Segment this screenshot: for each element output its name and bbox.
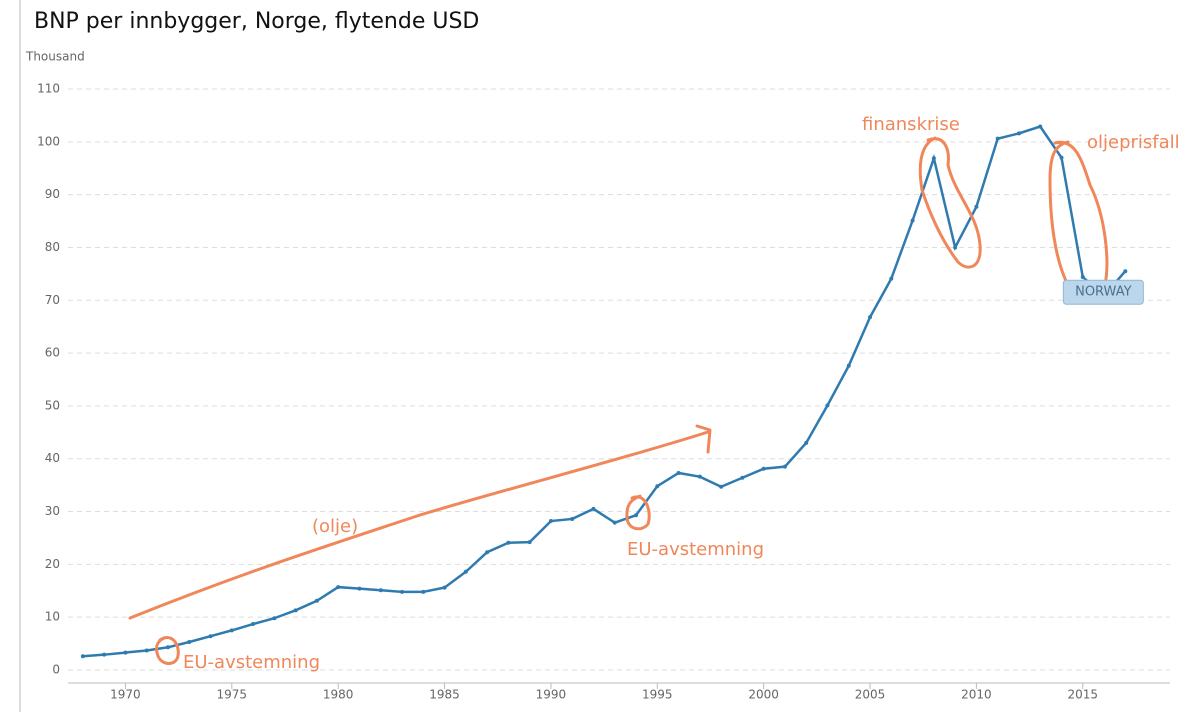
point xyxy=(825,403,830,408)
point xyxy=(357,586,362,591)
point xyxy=(761,466,766,471)
y-tick-label: 90 xyxy=(45,187,60,201)
annotation: (olje) xyxy=(312,516,358,537)
line xyxy=(82,125,1127,658)
point xyxy=(421,589,426,594)
point xyxy=(697,474,702,479)
point xyxy=(846,363,851,368)
x-tick-label: 1985 xyxy=(429,688,460,702)
point xyxy=(868,315,873,320)
x-tick-label: 2010 xyxy=(961,688,992,702)
y-tick-label: 40 xyxy=(45,451,60,465)
x-tick-label: 2000 xyxy=(748,688,779,702)
y-tick-label: 80 xyxy=(45,240,60,254)
point xyxy=(676,470,681,475)
annotation: EU-avstemning xyxy=(627,539,764,560)
point xyxy=(506,540,511,545)
point xyxy=(931,156,936,161)
point xyxy=(719,484,724,489)
y-tick-label: 70 xyxy=(45,293,60,307)
circle xyxy=(154,636,180,665)
point xyxy=(570,516,575,521)
point xyxy=(144,648,149,653)
point xyxy=(1059,155,1064,160)
x-tick-label: 1970 xyxy=(110,688,141,702)
point xyxy=(463,569,468,574)
point xyxy=(314,598,319,603)
point xyxy=(336,585,341,590)
circle xyxy=(625,494,651,531)
y-unit: Thousand xyxy=(25,50,85,64)
point xyxy=(80,654,85,659)
point xyxy=(612,520,617,525)
point xyxy=(782,464,787,469)
annotation: EU-avstemning xyxy=(183,652,320,673)
y-tick-label: 30 xyxy=(45,504,60,518)
point xyxy=(527,540,532,545)
point xyxy=(974,204,979,209)
plot xyxy=(80,124,1128,659)
point xyxy=(208,634,213,639)
arrow xyxy=(128,430,710,620)
x-tick-label: 1980 xyxy=(323,688,354,702)
annotation: oljeprisfall xyxy=(1087,132,1180,153)
point xyxy=(442,585,447,590)
grid xyxy=(68,88,1170,671)
point xyxy=(293,608,298,613)
y-tick-label: 50 xyxy=(45,398,60,412)
arrow-head xyxy=(695,424,712,454)
point xyxy=(1016,131,1021,136)
x-tick-label: 1990 xyxy=(536,688,567,702)
y-tick-label: 20 xyxy=(45,557,60,571)
x-tick-label: 2015 xyxy=(1068,688,1099,702)
point xyxy=(804,440,809,445)
point xyxy=(378,588,383,593)
x-tick-label: 2005 xyxy=(855,688,886,702)
loop xyxy=(1048,140,1109,297)
point xyxy=(272,616,277,621)
point xyxy=(165,645,170,650)
x-tick-label: 1995 xyxy=(642,688,673,702)
point xyxy=(1080,275,1085,280)
point xyxy=(400,589,405,594)
series-label: NORWAY xyxy=(1075,285,1131,300)
y-tick-label: 60 xyxy=(45,346,60,360)
point xyxy=(1123,269,1128,274)
x-tick-label: 1975 xyxy=(217,688,248,702)
point xyxy=(123,650,128,655)
point xyxy=(889,276,894,281)
point xyxy=(187,640,192,645)
point xyxy=(740,475,745,480)
point xyxy=(485,550,490,555)
point xyxy=(910,218,915,223)
loop xyxy=(918,136,982,269)
y-tick-label: 100 xyxy=(37,134,60,148)
annotation: finanskrise xyxy=(862,114,960,135)
point xyxy=(655,484,660,489)
point xyxy=(102,652,107,657)
point xyxy=(953,245,958,250)
y-tick-label: 110 xyxy=(37,82,60,96)
point xyxy=(548,519,553,524)
point xyxy=(591,506,596,511)
point xyxy=(251,622,256,627)
point xyxy=(229,628,234,633)
point xyxy=(634,513,639,518)
point xyxy=(995,136,1000,141)
y-tick-label: 0 xyxy=(52,663,60,677)
point xyxy=(1038,124,1043,129)
y-tick-label: 10 xyxy=(45,610,60,624)
series-label-box xyxy=(1062,279,1144,305)
chart-title: BNP per innbygger, Norge, flytende USD xyxy=(34,9,479,34)
